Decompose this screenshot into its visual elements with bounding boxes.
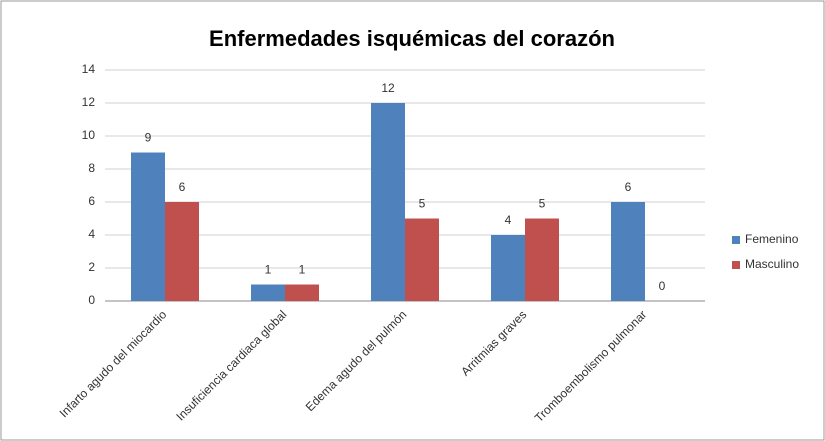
y-tick-label: 2 xyxy=(88,260,95,274)
bar xyxy=(251,284,285,301)
data-label: 0 xyxy=(659,279,666,293)
bar xyxy=(131,152,165,301)
data-label: 5 xyxy=(419,197,426,211)
legend-label: Femenino xyxy=(745,232,799,246)
data-label: 6 xyxy=(179,180,186,194)
data-label: 9 xyxy=(145,131,152,145)
legend-swatch xyxy=(732,236,740,244)
y-tick-label: 14 xyxy=(82,62,96,76)
data-label: 1 xyxy=(299,263,306,277)
legend-label: Masculino xyxy=(745,257,799,271)
data-label: 4 xyxy=(505,213,512,227)
bar xyxy=(371,103,405,301)
y-tick-label: 4 xyxy=(88,227,95,241)
chart-title: Enfermedades isquémicas del corazón xyxy=(209,26,615,51)
data-label: 12 xyxy=(381,81,395,95)
y-tick-label: 8 xyxy=(88,161,95,175)
data-label: 6 xyxy=(625,180,632,194)
bar xyxy=(165,202,199,301)
y-tick-label: 10 xyxy=(82,128,96,142)
y-tick-label: 0 xyxy=(88,293,95,307)
bar xyxy=(611,202,645,301)
legend-swatch xyxy=(732,261,740,269)
data-label: 5 xyxy=(539,197,546,211)
bar xyxy=(525,218,559,301)
bar xyxy=(491,235,525,301)
y-tick-label: 6 xyxy=(88,194,95,208)
bar xyxy=(285,284,319,301)
bar xyxy=(405,218,439,301)
data-label: 1 xyxy=(265,263,272,277)
y-tick-label: 12 xyxy=(82,95,96,109)
